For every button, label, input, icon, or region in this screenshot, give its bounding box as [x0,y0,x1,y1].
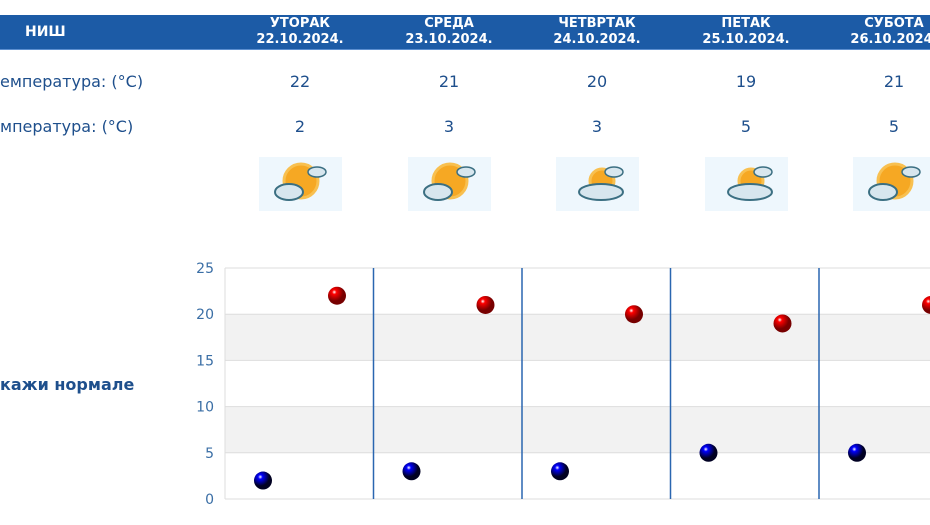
partly-cloudy-sun-icon [408,157,491,211]
cloudy-sun-icon [705,157,788,211]
max-temp-value: 20 [586,72,608,91]
day-name: ЧЕТВРТАК [558,16,636,31]
forecast-header: НИШ [0,15,930,50]
min-temp-point [551,462,569,481]
y-tick-label: 0 [205,492,214,508]
show-normals-link[interactable]: кажи нормале [0,375,135,394]
partly-cloudy-sun-icon [259,157,342,211]
min-temp-value: 5 [888,117,900,136]
y-tick-label: 25 [196,261,214,277]
day-header: СУБОТА 26.10.2024. [824,16,930,48]
day-name: СРЕДА [424,16,474,31]
max-temp-point [328,286,346,305]
max-temp-point [476,295,495,314]
cloudy-sun-icon [556,157,639,211]
max-temp-point [625,305,643,324]
day-date: 25.10.2024. [702,32,790,47]
day-name: ПЕТАК [721,16,771,31]
day-header: УТОРАК 22.10.2024. [230,16,370,48]
day-date: 24.10.2024. [553,32,641,47]
y-tick-label: 20 [196,307,214,323]
day-name: УТОРАК [269,16,331,31]
min-temp-label: мпература: (°C) [0,117,134,136]
partly-cloudy-sun-icon [853,157,930,211]
min-temp-value: 3 [443,117,455,136]
max-temp-label: емпература: (°C) [0,72,144,91]
min-temp-point [699,443,718,462]
max-temp-value: 21 [883,72,905,91]
max-temp-point [773,314,792,333]
day-name: СУБОТА [864,16,924,31]
min-temp-value: 2 [294,117,306,136]
day-header: ПЕТАК 25.10.2024. [676,16,816,48]
min-temp-point [848,443,866,462]
y-tick-label: 5 [205,446,214,462]
grid-band [225,314,930,361]
max-temp-value: 19 [735,72,757,91]
min-temp-point [402,462,421,481]
day-header: СРЕДА 23.10.2024. [379,16,519,48]
y-tick-label: 15 [196,353,214,369]
min-temp-value: 3 [591,117,603,136]
min-temp-point [254,471,272,490]
day-header: ЧЕТВРТАК 24.10.2024. [527,16,667,48]
city-name: НИШ [25,24,66,40]
y-tick-label: 10 [196,400,214,416]
grid-band [225,406,930,453]
max-temp-value: 21 [438,72,460,91]
day-date: 26.10.2024. [850,32,930,47]
max-temp-point [922,296,930,314]
day-date: 23.10.2024. [405,32,493,47]
day-date: 22.10.2024. [256,32,344,47]
max-temp-value: 22 [289,72,311,91]
min-temp-value: 5 [740,117,752,136]
